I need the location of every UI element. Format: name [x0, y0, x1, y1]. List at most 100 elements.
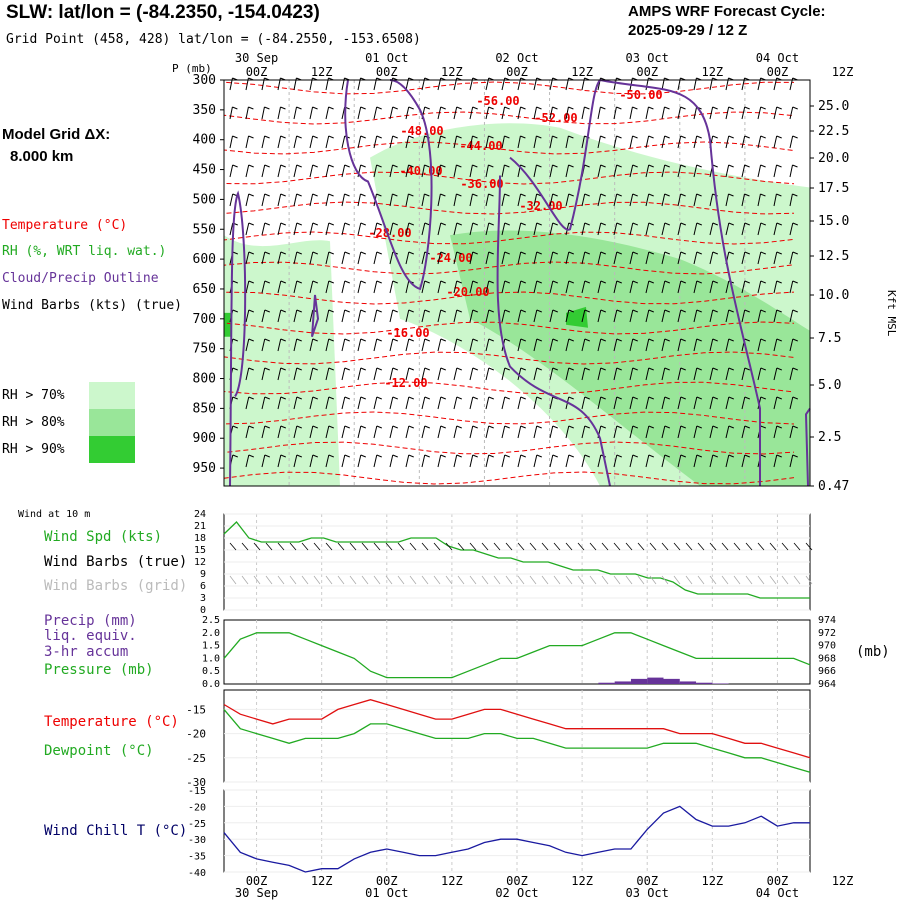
- wind-barb: [389, 338, 394, 352]
- wind-barb: [517, 280, 522, 294]
- wind-barb-feather: [472, 309, 478, 313]
- wind-barb: [709, 193, 714, 207]
- wind-barb: [613, 454, 618, 468]
- wind-barb: [725, 367, 730, 381]
- wind-barb-feather: [632, 454, 638, 458]
- forecast-cycle: 2025-09-29 / 12 Z: [628, 22, 748, 39]
- pressure-unit: (mb): [856, 644, 890, 660]
- wind-barb: [453, 425, 458, 439]
- wind-barb: [581, 280, 586, 294]
- wind-barb: [405, 338, 410, 352]
- wind-barb-feather: [600, 193, 606, 197]
- wind-barb: [741, 164, 746, 178]
- wind-tick-label: 21: [194, 521, 206, 532]
- wind-barb: [645, 280, 650, 294]
- wind-barb: [245, 280, 250, 294]
- wind-barb-grid: [673, 575, 681, 585]
- wind-barb: [309, 193, 314, 207]
- wind-barb-feather: [440, 193, 446, 197]
- wind-barb: [453, 309, 458, 323]
- wind-barb-feather: [760, 222, 766, 226]
- wind-barb: [501, 164, 505, 178]
- wind-barb: [325, 425, 330, 439]
- wind-barb-feather: [328, 425, 334, 429]
- wind-barb-feather: [568, 367, 574, 371]
- wind-barb-feather: [296, 164, 302, 168]
- wind-barb-true: [601, 542, 609, 551]
- wind-barb: [277, 164, 282, 178]
- wind-barb: [565, 338, 570, 352]
- wind-barb-feather: [248, 309, 254, 313]
- wind-barb-feather: [776, 222, 782, 226]
- wind-barb-feather: [360, 280, 366, 284]
- wind-barb-feather: [648, 367, 654, 371]
- windchill-tick-label: -25: [188, 819, 206, 830]
- wind-barb-feather: [344, 193, 350, 197]
- wind-barb-feather: [360, 222, 366, 226]
- wind-barb-feather: [792, 222, 798, 226]
- wind-barb-feather: [728, 106, 734, 110]
- wind-barb-feather: [232, 396, 238, 400]
- wind-barb-true: [577, 542, 585, 551]
- wind-barb: [533, 164, 537, 178]
- wind-barb: [437, 106, 442, 120]
- day-label-top: 01 Oct: [365, 51, 408, 65]
- wind-barb: [597, 309, 602, 323]
- pressure-tick-label: 900: [193, 431, 216, 446]
- precip-bar: [614, 681, 631, 684]
- wind-barb-true: [565, 542, 573, 551]
- wind-barb-feather: [280, 106, 286, 110]
- wind-barb-feather: [360, 309, 366, 313]
- precip-tick-label: 0.0: [202, 679, 220, 690]
- wind-barb: [405, 106, 410, 120]
- wind-barb: [741, 309, 746, 323]
- wind-barb-feather: [392, 454, 398, 458]
- wind-barb: [341, 338, 346, 352]
- wind-barb: [373, 251, 378, 265]
- wind-barb: [549, 251, 554, 265]
- windchill-tick-label: -15: [188, 786, 206, 797]
- wind-barb-grid: [517, 575, 525, 585]
- wind-barb-grid: [253, 575, 261, 585]
- wind-tick-label: 12: [194, 557, 206, 568]
- wind-barb-feather: [552, 251, 558, 255]
- wind-barb: [709, 251, 714, 265]
- wind-barb: [661, 338, 666, 352]
- wind-barb: [277, 454, 282, 468]
- wind-barb: [613, 309, 618, 323]
- pressure-tick-label-right: 970: [818, 641, 836, 652]
- precip-tick-label: 2.0: [202, 628, 220, 639]
- wind-barb-feather: [536, 338, 542, 342]
- wind-barb: [485, 135, 489, 149]
- wind-barb: [725, 193, 730, 207]
- wind-barb-feather: [376, 367, 382, 371]
- time-tick-label-bottom: 12Z: [311, 874, 333, 888]
- wind-barb: [373, 425, 378, 439]
- wind-barb: [565, 425, 570, 439]
- wind-barb: [661, 164, 666, 178]
- wind-barb-feather: [712, 454, 718, 458]
- wind-barb-feather: [328, 454, 334, 458]
- pressure-tick-label: 550: [193, 222, 216, 237]
- wind-barb-feather: [664, 338, 670, 342]
- temperature-contour-label: -50.00: [619, 88, 662, 102]
- wind-barb: [565, 367, 570, 381]
- wind-barb: [677, 425, 682, 439]
- wind-barb-feather: [376, 106, 382, 110]
- wind-barb-feather: [792, 106, 798, 110]
- wind-barb-feather: [408, 454, 414, 458]
- wind-barb-feather: [792, 338, 798, 342]
- wind-barb-feather: [664, 251, 670, 255]
- height-tick-label: 10.0: [818, 288, 849, 303]
- wind-barb: [645, 367, 650, 381]
- temperature-contour-label: -36.00: [460, 177, 503, 191]
- day-label-top: 30 Sep: [235, 51, 278, 65]
- wind-barb-feather: [616, 367, 622, 371]
- wind-barb: [629, 338, 634, 352]
- windchill-series-label: Wind Chill T (°C): [44, 823, 188, 839]
- wind-barb-feather: [648, 164, 654, 168]
- wind-barb-feather: [680, 106, 686, 110]
- wind-barb: [293, 222, 298, 236]
- wind-barb-feather: [392, 164, 398, 168]
- wind-barb-grid: [757, 575, 765, 585]
